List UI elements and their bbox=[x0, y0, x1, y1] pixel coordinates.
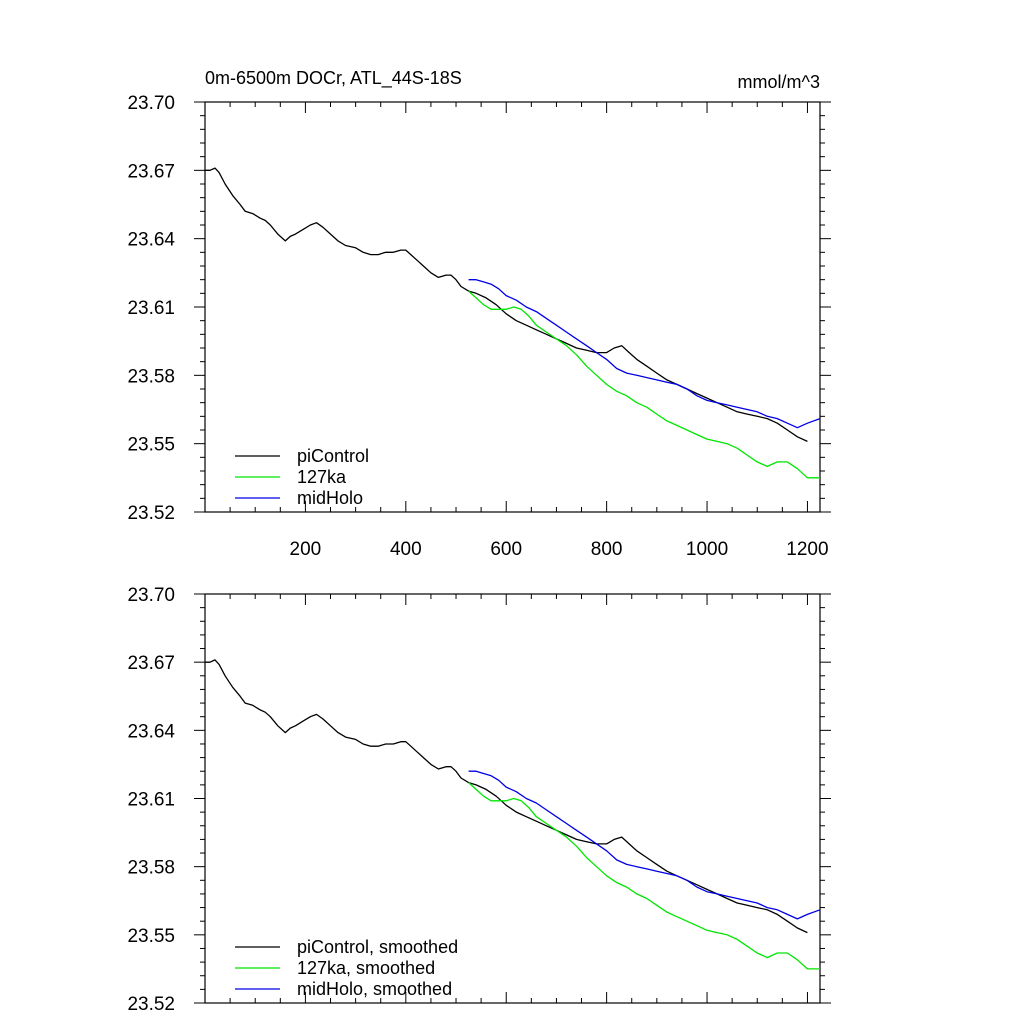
y-tick-label: 23.70 bbox=[127, 93, 175, 114]
y-tick-label: 23.52 bbox=[127, 994, 175, 1015]
x-tick-label: 1000 bbox=[686, 539, 728, 560]
series-line-1 bbox=[205, 659, 808, 934]
x-tick-label: 800 bbox=[591, 539, 623, 560]
legend-label: piControl, smoothed bbox=[297, 937, 458, 957]
legend-label: midHolo bbox=[297, 488, 363, 508]
series-line-3 bbox=[468, 770, 821, 920]
y-tick-label: 23.64 bbox=[127, 230, 175, 251]
legend-label: midHolo, smoothed bbox=[297, 979, 452, 999]
y-tick-label: 23.55 bbox=[127, 435, 175, 456]
y-tick-label: 23.61 bbox=[127, 790, 175, 811]
units-label: mmol/m^3 bbox=[738, 72, 820, 92]
x-tick-label: 1200 bbox=[786, 539, 828, 560]
legend-label: piControl bbox=[297, 446, 369, 466]
y-tick-label: 23.70 bbox=[127, 585, 175, 606]
y-tick-label: 23.55 bbox=[127, 926, 175, 947]
chart-title: 0m-6500m DOCr, ATL_44S-18S bbox=[205, 68, 462, 89]
x-tick-label: 600 bbox=[490, 539, 522, 560]
x-tick-label: 200 bbox=[290, 539, 322, 560]
y-tick-label: 23.61 bbox=[127, 298, 175, 319]
y-tick-label: 23.64 bbox=[127, 721, 175, 742]
y-tick-label: 23.67 bbox=[127, 653, 175, 674]
bottom-panel: 23.52 23.55 23.58 23.61 23.64 23.67 23.70 piCon… bbox=[127, 585, 831, 1015]
series-line-2 bbox=[468, 290, 820, 479]
top-panel: 200 400 600 800 1000 1200 23.52 23.55 23.58 23.61… bbox=[127, 93, 831, 560]
legend-label: 127ka, smoothed bbox=[297, 958, 435, 978]
series-line-2 bbox=[468, 782, 820, 970]
x-tick-label: 400 bbox=[390, 539, 422, 560]
y-tick-label: 23.52 bbox=[127, 503, 175, 524]
y-tick-label: 23.67 bbox=[127, 161, 175, 182]
y-tick-label: 23.58 bbox=[127, 858, 175, 879]
series-line-1 bbox=[205, 167, 808, 442]
series-line-3 bbox=[468, 279, 821, 429]
legend-label: 127ka bbox=[297, 467, 347, 487]
y-tick-label: 23.58 bbox=[127, 366, 175, 387]
